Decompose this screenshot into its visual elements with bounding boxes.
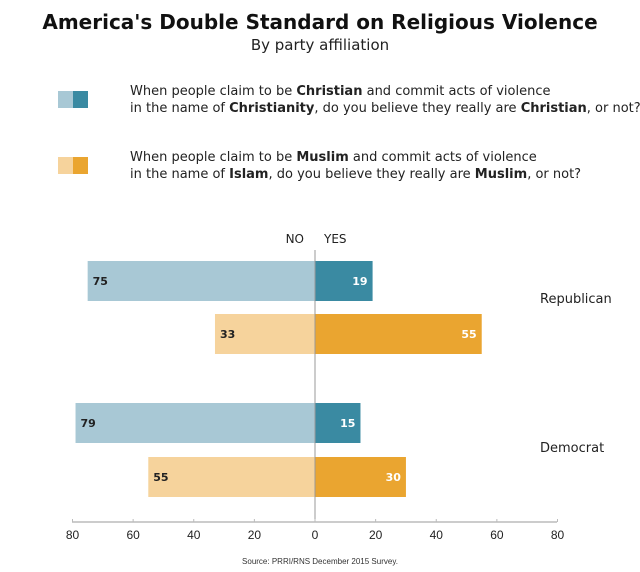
- legend-text-christian: When people claim to be Christian and co…: [130, 84, 640, 116]
- legend-text-muslim: When people claim to be Muslim and commi…: [130, 150, 582, 182]
- data-label-no: 75: [93, 275, 108, 288]
- legend-swatch-muslim: [58, 157, 88, 174]
- bar-yes-republican-christian: [315, 261, 373, 301]
- data-label-no: 79: [81, 417, 96, 430]
- group-label-republican: Republican: [540, 292, 612, 307]
- data-label-yes: 30: [386, 471, 402, 484]
- x-tick-label: 60: [490, 528, 504, 542]
- chart-subtitle: By party affiliation: [250, 36, 390, 54]
- x-tick-label: 20: [248, 528, 262, 542]
- chart-title: America's Double Standard on Religious V…: [42, 10, 598, 34]
- data-label-yes: 19: [352, 275, 367, 288]
- data-label-no: 55: [153, 471, 168, 484]
- data-label-no: 33: [220, 328, 235, 341]
- x-tick-label: 80: [66, 528, 80, 542]
- bar-no-republican-muslim: [214, 314, 315, 354]
- bar-yes-democrat-christian: [315, 403, 361, 443]
- bar-yes-republican-muslim: [315, 314, 482, 354]
- bar-no-democrat-christian: [75, 403, 315, 443]
- x-tick-label: 60: [126, 528, 140, 542]
- bar-no-republican-christian: [87, 261, 315, 301]
- yes-column-label: YES: [323, 232, 347, 246]
- x-tick-label: 20: [369, 528, 383, 542]
- x-tick-label: 40: [430, 528, 444, 542]
- data-label-yes: 15: [340, 417, 355, 430]
- source-note: Source: PRRI/RNS December 2015 Survey.: [242, 557, 398, 566]
- x-tick-label: 0: [312, 528, 319, 542]
- legend-swatch-christian: [58, 91, 88, 108]
- x-tick-label: 40: [187, 528, 201, 542]
- group-label-democrat: Democrat: [540, 441, 604, 456]
- no-column-label: NO: [286, 232, 304, 246]
- bar-yes-democrat-muslim: [315, 457, 406, 497]
- data-label-yes: 55: [461, 328, 476, 341]
- bar-no-democrat-muslim: [148, 457, 315, 497]
- x-tick-label: 80: [551, 528, 565, 542]
